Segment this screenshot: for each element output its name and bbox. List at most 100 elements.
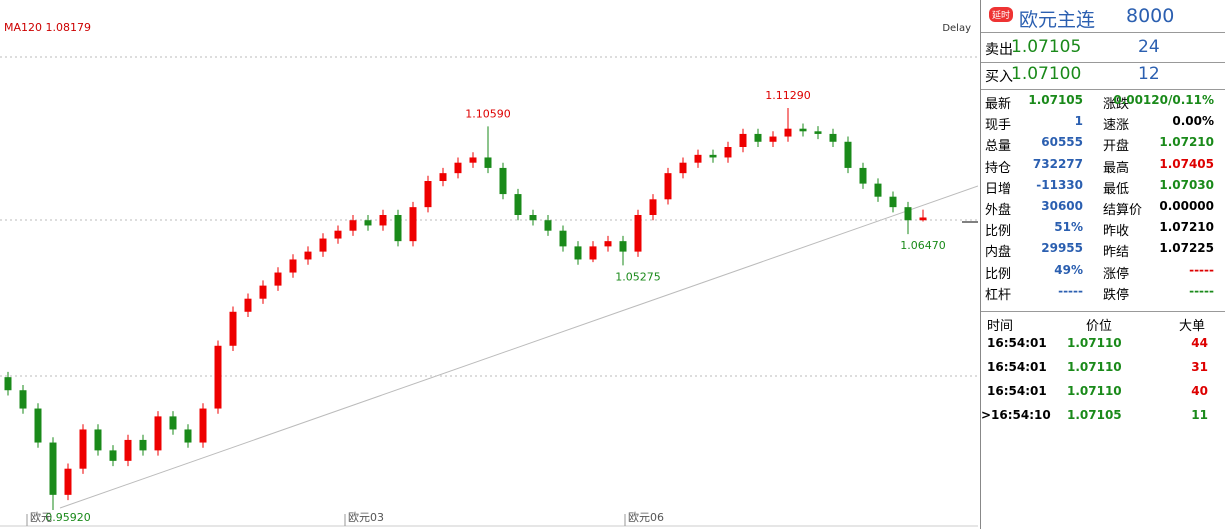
candle-body [889,196,897,208]
candle-body [289,259,297,273]
stat-value: 1.07105 [1028,93,1083,107]
stat-value: 0.00120/0.11% [1113,93,1214,107]
price-annotation: 1.06470 [900,239,946,252]
stat-value: 1 [1074,114,1083,129]
candle-body [814,131,822,134]
candle-body [409,207,417,242]
stat-value: 0.00% [1172,114,1214,129]
candle-body [499,167,507,195]
x-tick-label: 欧元03 [348,511,384,524]
candle-body [544,220,552,231]
candle-body [529,215,537,221]
stat-label: 外盘 [985,203,1012,218]
stat-label: 昨结 [1103,245,1130,261]
stat-label: 昨收 [1103,224,1130,240]
stat-label: 速涨 [1103,118,1130,134]
candle-body [664,173,672,200]
x-tick-label: 欧元 [30,511,52,524]
candle-body [739,133,747,147]
candle-body [649,199,657,215]
candle-body [784,128,792,137]
candle-body [169,416,177,430]
candle-body [64,468,72,495]
candle-body [604,241,612,247]
code: 8000 [1126,5,1175,27]
candle-body [874,183,882,197]
stat-value: ----- [1189,262,1214,277]
quote-price: 1.07100 [1011,64,1082,84]
candle-body [754,133,762,142]
tick-size: 31 [1191,360,1208,374]
candle-body [454,162,462,174]
candle-body [439,173,447,181]
candle-body [859,167,867,184]
tick-size: 11 [1191,408,1208,422]
candle-body [334,230,342,239]
candle-body [19,390,27,409]
candle-body [919,217,927,221]
stat-value: 1.07405 [1159,156,1214,171]
price-annotation: 0.95920 [45,511,91,524]
stat-value: 0.00000 [1159,199,1214,213]
candle-body [559,230,567,247]
candle-body [574,246,582,260]
candle-body [94,429,102,451]
candle-body [634,215,642,252]
stat-label: 日增 [985,181,1012,197]
candle-body [214,345,222,409]
candle-body [829,133,837,142]
tick-time: 16:54:01 [987,384,1047,398]
candle-body [349,220,357,231]
stat-label: 最高 [1103,160,1130,176]
stat-label: 涨跌 [1103,97,1130,112]
stat-label: 总量 [985,139,1012,155]
stat-value: 732277 [1032,156,1083,171]
trend-line [59,185,978,509]
x-tick-label: 欧元06 [628,511,664,524]
quote-volume: 24 [1138,37,1160,57]
candle-body [469,157,477,163]
stat-value: 51% [1054,220,1083,235]
stat-value: 1.07225 [1159,241,1214,256]
candle-body [619,241,627,252]
stat-value: 60555 [1041,135,1083,150]
candle-body [589,246,597,260]
candle-body [679,162,687,174]
stat-value: ----- [1058,283,1083,298]
candle-body [244,298,252,312]
delay-label: Delay [942,23,971,34]
quote-volume: 12 [1138,64,1160,84]
stat-value: 1.07030 [1159,177,1214,192]
price-annotation: 1.05275 [615,270,661,283]
quote-label: 卖出 [985,42,1013,58]
stat-label: 涨停 [1103,266,1130,282]
candle-body [139,439,147,451]
tick-header: 大单 [1179,319,1206,334]
candle-body [274,272,282,286]
price-annotation: 1.11290 [765,89,811,102]
title: 欧元主连 [1019,9,1096,31]
stat-label: 持仓 [985,160,1012,176]
stat-label: 杠杆 [985,287,1012,303]
candle-body [184,429,192,443]
tick-price: 1.07110 [1067,360,1122,374]
candle-body [424,181,432,208]
quote-label: 买入 [985,69,1013,85]
tick-size: 40 [1191,384,1208,398]
stat-label: 结算价 [1103,203,1143,218]
candle-body [844,141,852,168]
stat-label: 比例 [985,224,1012,240]
tick-time: 16:54:01 [987,336,1047,350]
candle-body [124,439,132,461]
tick-time: 16:54:01 [987,360,1047,374]
stat-value: ----- [1189,283,1214,298]
candle-body [379,215,387,226]
stat-label: 最低 [1103,181,1130,197]
ma-label: MA120 1.08179 [4,21,91,34]
stat-label: 内盘 [985,245,1012,261]
tick-time: >16:54:10 [981,408,1051,422]
candle-body [319,238,327,252]
candle-body [364,220,372,226]
stat-value: 30600 [1041,199,1083,213]
